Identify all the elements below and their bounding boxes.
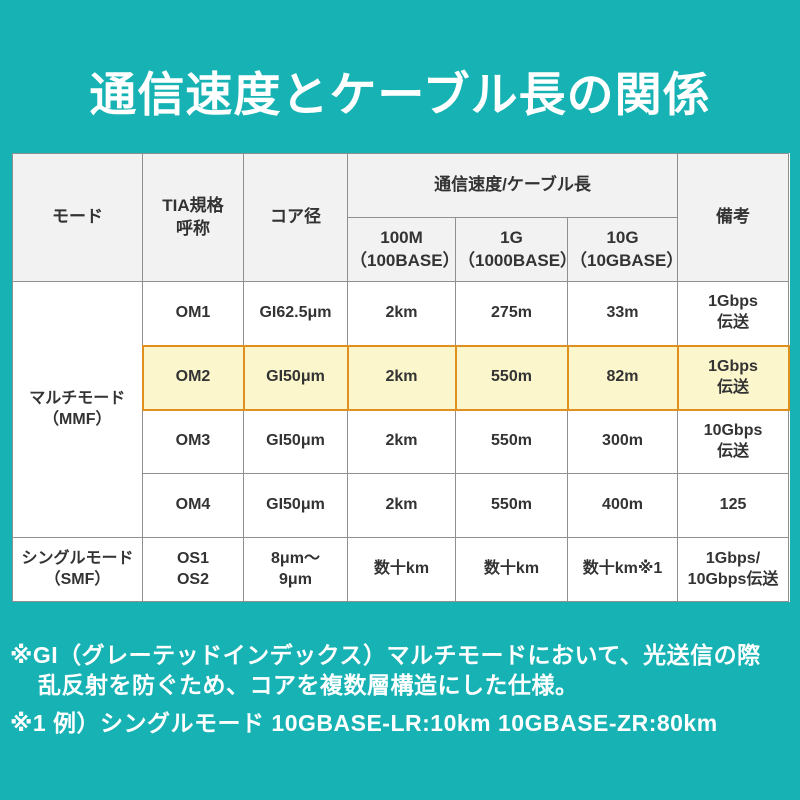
table-row-om1: マルチモード （MMF） OM1 GI62.5μm 2km 275m 33m 1…	[12, 281, 790, 538]
cell-om3-tia: OM3	[142, 409, 244, 474]
footnote-gi-line1: ※GI（グレーテッドインデックス）マルチモードにおいて、光送信の際	[10, 642, 761, 668]
header-core-diameter: コア径	[243, 153, 348, 282]
header-row-sub: 100M （100BASE） 1G （1000BASE） 10G （10GBAS…	[13, 217, 789, 282]
cell-mode-multimode: マルチモード （MMF）	[12, 281, 143, 538]
page-title: 通信速度とケーブル長の関係	[89, 68, 711, 121]
cell-om2-100m: 2km	[346, 344, 457, 411]
spec-table-container: モード TIA規格 呼称 コア径 通信速度/ケーブル長 備考 100M （100…	[12, 153, 790, 602]
cell-om4-10g: 400m	[566, 473, 679, 538]
cell-om1-100m: 2km	[347, 281, 456, 346]
footnote-gi-line2: 乱反射を防ぐため、コアを複数層構造にした仕様。	[38, 672, 579, 699]
header-mode: モード	[12, 153, 143, 282]
cell-om2-tia: OM2	[141, 344, 245, 411]
cell-om2-10g: 82m	[566, 344, 679, 411]
header-speed-100m: 100M （100BASE）	[347, 217, 456, 282]
table-row-om4: OM4 GI50μm 2km 550m 400m 125	[13, 473, 790, 538]
table-row-om2-highlighted: OM2 GI50μm 2km 550m 82m 1Gbps 伝送	[13, 344, 790, 411]
cell-om3-10g: 300m	[566, 409, 679, 474]
cell-os-core: 8μm～ 9μm	[243, 537, 348, 602]
cell-os-remarks: 1Gbps/ 10Gbps伝送	[677, 537, 790, 602]
cell-om3-1g: 550m	[455, 409, 568, 474]
header-row-top: モード TIA規格 呼称 コア径 通信速度/ケーブル長 備考	[12, 153, 790, 282]
cell-om4-core: GI50μm	[243, 473, 348, 538]
cell-om2-remarks: 1Gbps 伝送	[676, 344, 790, 411]
header-tia-standard: TIA規格 呼称	[142, 153, 244, 282]
cell-om1-tia: OM1	[142, 281, 244, 346]
cell-om4-tia: OM4	[142, 473, 244, 538]
header-speed-10g: 10G （10GBASE）	[566, 217, 679, 282]
table-row-os: シングルモード （SMF） OS1 OS2 8μm～ 9μm 数十km 数十km…	[12, 537, 790, 602]
cell-om3-100m: 2km	[347, 409, 456, 474]
header-speed-1g: 1G （1000BASE）	[455, 217, 568, 282]
cell-os-100m: 数十km	[347, 537, 456, 602]
footnote-example: ※1 例）シングルモード 10GBASE-LR:10km 10GBASE-ZR:…	[10, 709, 718, 736]
cell-om1-1g: 275m	[455, 281, 568, 346]
cell-om3-core: GI50μm	[243, 409, 348, 474]
cell-om4-1g: 550m	[455, 473, 568, 538]
cell-om2-1g: 550m	[454, 344, 569, 411]
cell-om3-remarks: 10Gbps 伝送	[677, 409, 790, 474]
footnotes: ※GI（グレーテッドインデックス）マルチモードにおいて、光送信の際 乱反射を防ぐ…	[10, 640, 794, 738]
cell-os-tia: OS1 OS2	[142, 537, 244, 602]
table-row-om3: OM3 GI50μm 2km 550m 300m 10Gbps 伝送	[13, 409, 790, 474]
cell-om1-10g: 33m	[566, 281, 679, 346]
header-remarks: 備考	[677, 153, 790, 282]
cell-om2-core: GI50μm	[242, 344, 349, 411]
cell-mode-singlemode: シングルモード （SMF）	[12, 537, 143, 602]
cell-os-1g: 数十km	[455, 537, 568, 602]
spec-table: モード TIA規格 呼称 コア径 通信速度/ケーブル長 備考 100M （100…	[12, 153, 790, 602]
cell-om4-remarks: 125	[677, 473, 790, 538]
cell-os-10g: 数十km※1	[566, 537, 679, 602]
header-speed-group: 通信速度/ケーブル長	[346, 153, 679, 218]
cell-om1-remarks: 1Gbps 伝送	[677, 281, 790, 346]
cell-om1-core: GI62.5μm	[243, 281, 348, 346]
cell-om4-100m: 2km	[347, 473, 456, 538]
